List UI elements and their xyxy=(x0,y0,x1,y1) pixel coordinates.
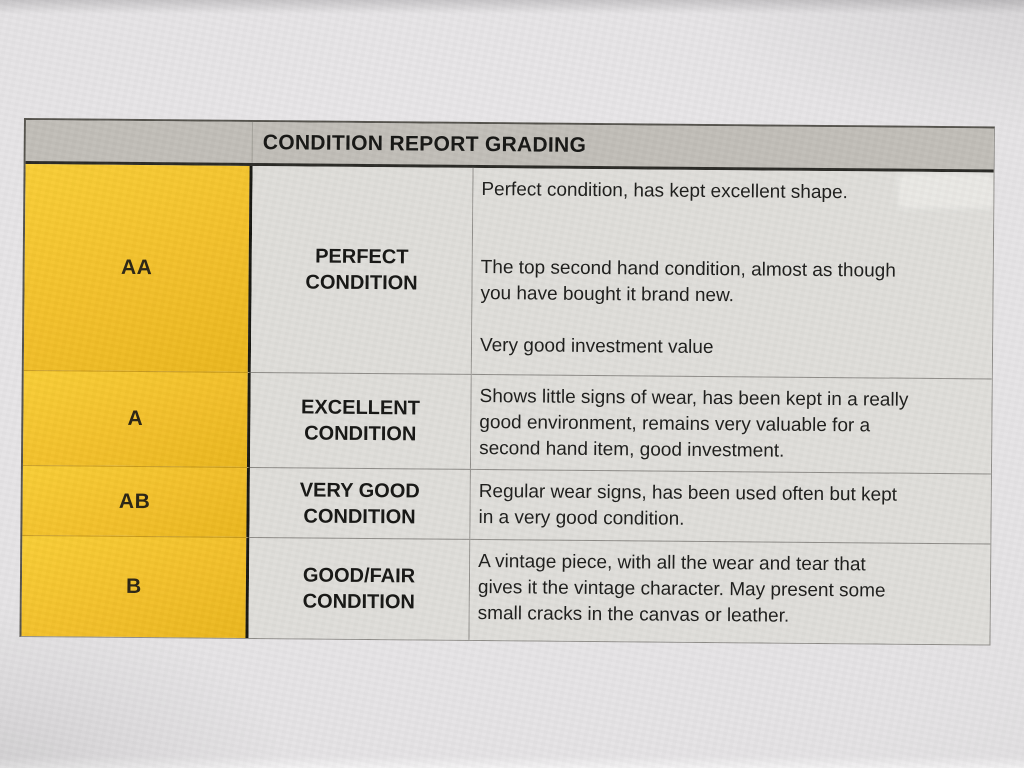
header-grade-column-spacer xyxy=(25,120,253,163)
description-paragraph: Regular wear signs, has been used often … xyxy=(478,480,898,530)
grade-label: AB xyxy=(118,489,151,513)
header-title-cell: CONDITION REPORT GRADING xyxy=(253,122,994,169)
table-title: CONDITION REPORT GRADING xyxy=(262,130,587,157)
description-cell: A vintage piece, with all the wear and t… xyxy=(469,538,991,645)
condition-grading-table: CONDITION REPORT GRADING AA PERFECT COND… xyxy=(19,118,995,646)
grade-cell: AB xyxy=(22,465,250,537)
table-row: B GOOD/FAIR CONDITION A vintage piece, w… xyxy=(21,535,991,645)
condition-cell: GOOD/FAIR CONDITION xyxy=(248,536,471,640)
description-cell: Perfect condition, has kept excellent sh… xyxy=(471,167,994,379)
table-row: AB VERY GOOD CONDITION Regular wear sign… xyxy=(22,465,991,544)
whiteout-correction-mark xyxy=(901,177,992,206)
condition-label: GOOD/FAIR CONDITION xyxy=(302,564,416,614)
condition-cell: EXCELLENT CONDITION xyxy=(249,371,472,469)
grade-cell: B xyxy=(21,535,250,638)
grade-label: B xyxy=(125,574,142,599)
description-cell: Shows little signs of wear, has been kep… xyxy=(470,373,992,474)
condition-label: EXCELLENT CONDITION xyxy=(300,396,421,446)
description-cell: Regular wear signs, has been used often … xyxy=(470,468,991,544)
description-paragraph: A vintage piece, with all the wear and t… xyxy=(477,550,886,627)
grade-label: AA xyxy=(120,255,153,280)
condition-label: VERY GOOD CONDITION xyxy=(299,478,420,528)
description-paragraph: Shows little signs of wear, has been kep… xyxy=(479,385,909,462)
grade-cell: AA xyxy=(23,164,253,372)
description-paragraph: The top second hand condition, almost as… xyxy=(480,256,896,307)
grade-cell: A xyxy=(22,370,251,467)
condition-label: PERFECT CONDITION xyxy=(305,245,418,295)
table-row: A EXCELLENT CONDITION Shows little signs… xyxy=(22,370,992,474)
grade-label: A xyxy=(127,406,144,431)
condition-cell: VERY GOOD CONDITION xyxy=(249,466,471,539)
table-row: AA PERFECT CONDITION Perfect condition, … xyxy=(23,164,994,379)
condition-cell: PERFECT CONDITION xyxy=(250,165,474,374)
description-paragraph: Very good investment value xyxy=(479,334,714,359)
